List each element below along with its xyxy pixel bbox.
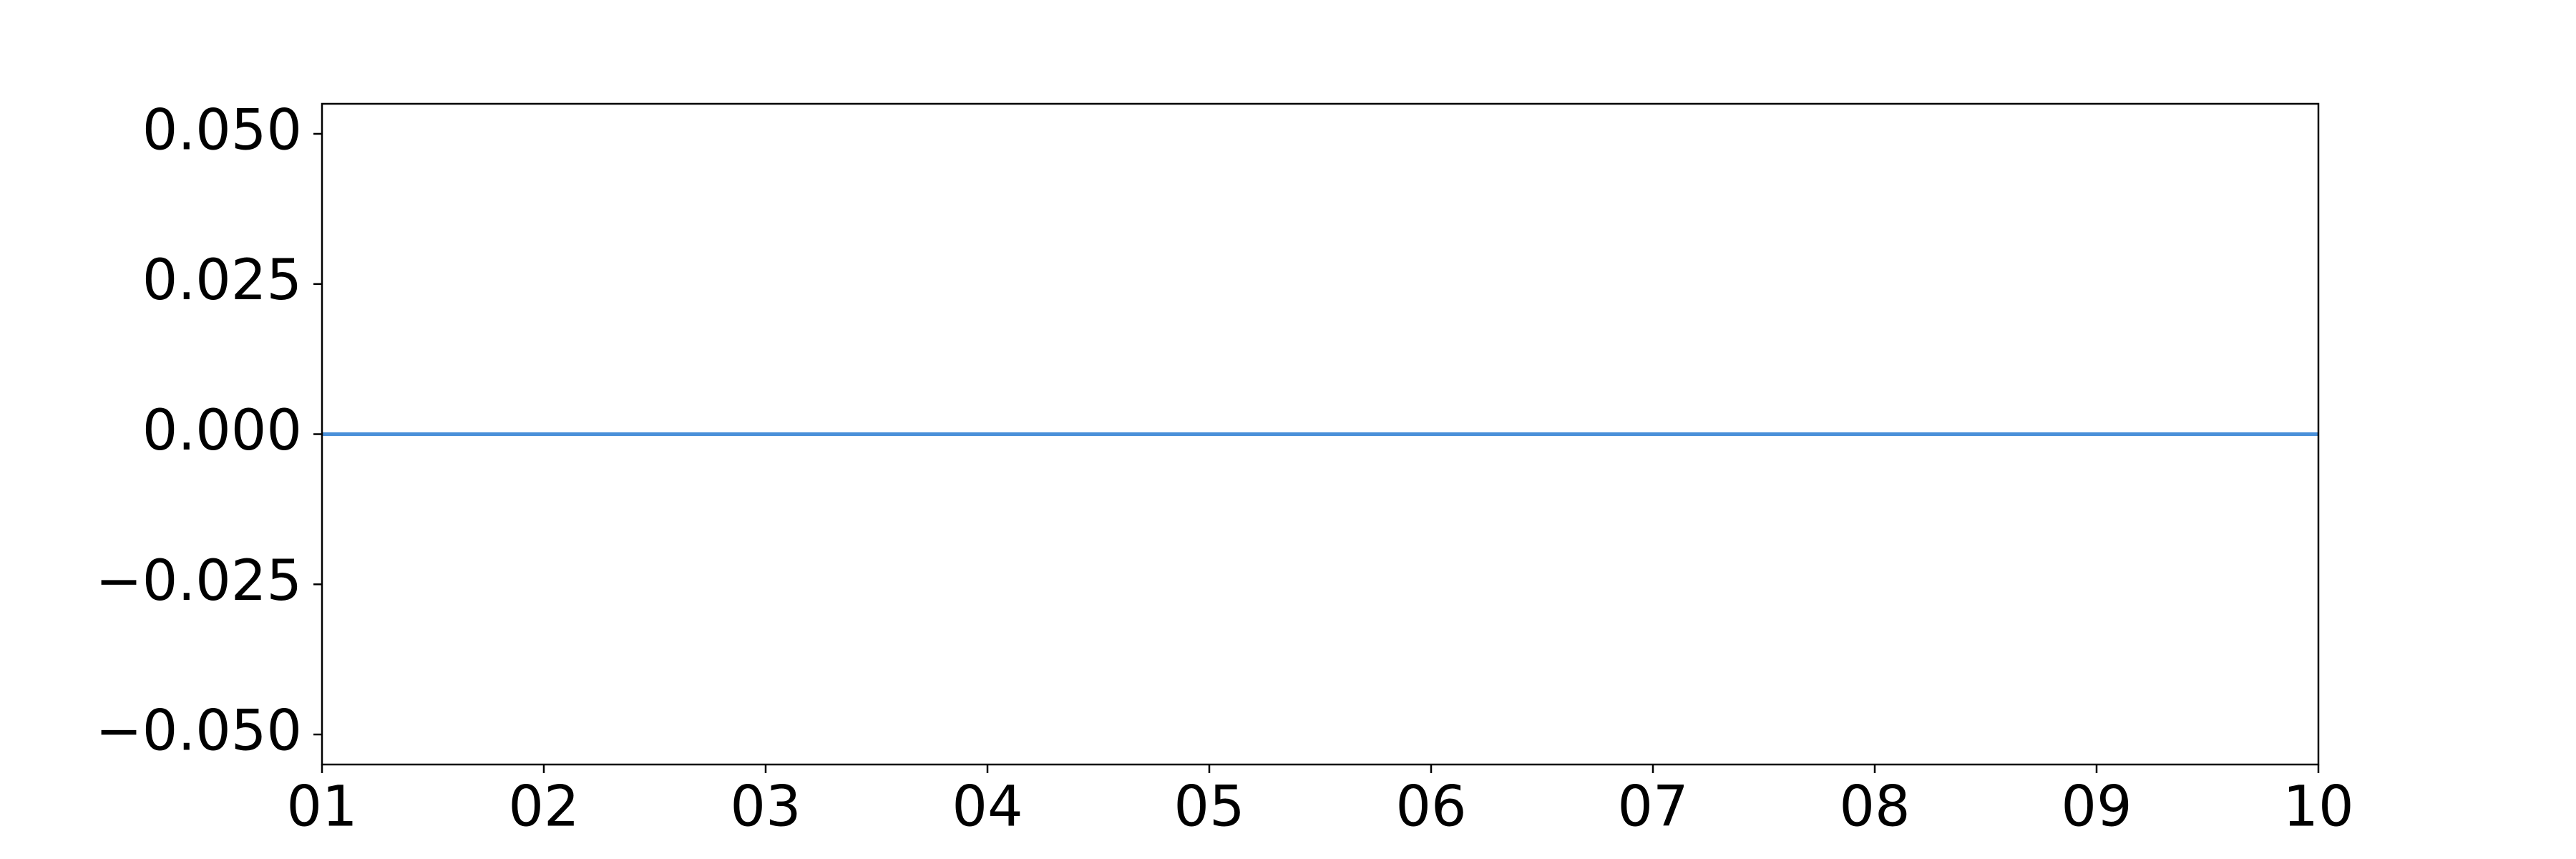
x-tick-label: 10 [2283,775,2353,839]
y-tick-label: 0.050 [142,98,302,162]
x-tick-label: 05 [1174,775,1244,839]
y-tick-label: 0.025 [142,248,302,313]
x-tick-label: 04 [952,775,1023,839]
x-tick-label: 08 [1839,775,1910,839]
y-tick-label: −0.025 [95,549,302,613]
x-tick-label: 06 [1395,775,1466,839]
y-tick-label: 0.000 [142,399,302,463]
y-tick-label: −0.050 [95,699,302,764]
x-tick-label: 01 [286,775,357,839]
x-tick-label: 02 [508,775,579,839]
plot-frame [321,102,2320,766]
x-tick-label: 07 [1617,775,1688,839]
x-tick-label: 03 [730,775,801,839]
x-tick-label: 09 [2061,775,2132,839]
